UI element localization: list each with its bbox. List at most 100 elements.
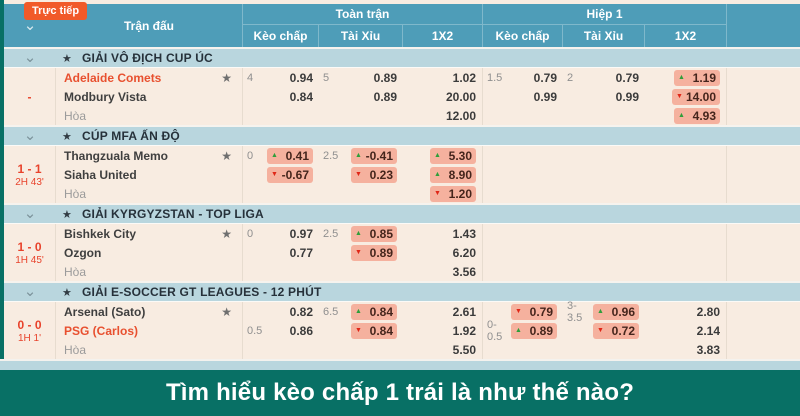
favorite-star-icon[interactable]: ★ bbox=[221, 304, 232, 319]
odds-cell[interactable]: 2.80 bbox=[645, 302, 727, 321]
odds-cell bbox=[511, 262, 563, 281]
odds-highlight: ▲ 4.93 bbox=[674, 107, 720, 124]
odds-cell[interactable]: ▲ 4.93 bbox=[645, 106, 727, 125]
league-row[interactable]: ⌄ ★ GIẢI KYRGYZSTAN - TOP LIGA bbox=[4, 203, 800, 224]
odds-cell[interactable]: 0.94 bbox=[289, 70, 313, 85]
odds-cell[interactable]: 0.89 bbox=[373, 89, 397, 104]
odds-highlight: ▼ 14.00 bbox=[672, 88, 720, 105]
odds-cell bbox=[511, 165, 563, 184]
odds-cell[interactable]: 20.00 bbox=[403, 87, 483, 106]
odds-cell[interactable]: 2.14 bbox=[645, 321, 727, 340]
odds-cell[interactable]: ▲ 1.19 bbox=[645, 68, 727, 87]
draw-row-label[interactable]: Hòa bbox=[56, 106, 243, 125]
odds-cell[interactable]: ▲ 0.96 bbox=[591, 302, 645, 321]
odds-value: 0.72 bbox=[611, 323, 635, 338]
odds-cell[interactable]: 0.82 bbox=[289, 304, 313, 319]
odds-cell[interactable]: 0.79 bbox=[615, 70, 639, 85]
odds-cell[interactable]: 1.02 bbox=[403, 68, 483, 87]
odds-cell[interactable]: 3.56 bbox=[403, 262, 483, 281]
team-name[interactable]: Siaha United bbox=[56, 165, 243, 184]
odds-cell[interactable]: 12.00 bbox=[403, 106, 483, 125]
odds-cell[interactable]: 0.99 bbox=[615, 89, 639, 104]
arrow-up-icon: ▲ bbox=[271, 152, 278, 159]
team-name[interactable]: Arsenal (Sato) ★ bbox=[56, 302, 243, 321]
odds-cell[interactable]: ▼ 0.72 bbox=[591, 321, 645, 340]
handicap-line-value: 0 bbox=[247, 149, 254, 162]
odds-cell[interactable]: ▲ 0.85 bbox=[341, 224, 403, 243]
match-block: 1 - 1 2H 43' Thangzuala Memo ★ 0 ▲ 0.41 2.5 ▲ -0.… bbox=[4, 146, 800, 203]
odds-cell bbox=[263, 184, 319, 203]
team-name[interactable]: Thangzuala Memo ★ bbox=[56, 146, 243, 165]
chevron-down-icon[interactable]: ⌄ bbox=[23, 127, 37, 144]
team-name[interactable]: PSG (Carlos) bbox=[56, 321, 243, 340]
odds-cell[interactable]: ▲ 8.90 bbox=[403, 165, 483, 184]
handicap-line-value: 2 bbox=[567, 71, 574, 84]
odds-cell[interactable]: 5.50 bbox=[403, 340, 483, 359]
favorite-star-icon[interactable]: ★ bbox=[221, 70, 232, 85]
odds-cell[interactable]: 1.92 bbox=[403, 321, 483, 340]
odds-cell bbox=[511, 184, 563, 203]
odds-cell bbox=[511, 146, 563, 165]
odds-cell[interactable]: 2.61 bbox=[403, 302, 483, 321]
odds-cell[interactable]: 0.79 bbox=[533, 70, 557, 85]
odds-cell[interactable]: ▼ 0.84 bbox=[341, 321, 403, 340]
draw-row-label[interactable]: Hòa bbox=[56, 340, 243, 359]
chevron-down-icon[interactable]: ⌄ bbox=[23, 49, 37, 66]
odds-cell[interactable]: ▼ 1.20 bbox=[403, 184, 483, 203]
promo-banner[interactable]: Tìm hiểu kèo chấp 1 trái là như thế nào? bbox=[0, 370, 800, 416]
league-row[interactable]: ⌄ ★ CÚP MFA ẤN ĐỘ bbox=[4, 125, 800, 146]
expand-all-toggle[interactable]: ⌄ bbox=[4, 4, 56, 47]
team-name-text: Arsenal (Sato) bbox=[64, 304, 146, 319]
odds-cell[interactable]: ▼ -0.67 bbox=[263, 165, 319, 184]
arrow-down-icon: ▼ bbox=[355, 249, 362, 256]
odds-highlight: ▼ 0.84 bbox=[351, 322, 397, 339]
team-name[interactable]: Modbury Vista bbox=[56, 87, 243, 106]
team-name[interactable]: Bishkek City ★ bbox=[56, 224, 243, 243]
favorite-star-icon[interactable]: ★ bbox=[221, 148, 232, 163]
team-name[interactable]: Adelaide Comets ★ bbox=[56, 68, 243, 87]
odds-value: 0.84 bbox=[369, 304, 393, 319]
odds-cell[interactable]: ▼ 0.79 bbox=[511, 302, 563, 321]
odds-cell[interactable]: ▲ 0.84 bbox=[341, 302, 403, 321]
odds-cell[interactable]: 0.97 bbox=[289, 226, 313, 241]
odds-cell[interactable]: 0.84 bbox=[289, 89, 313, 104]
team-name-text: Adelaide Comets bbox=[64, 70, 162, 85]
favorite-star-icon[interactable]: ★ bbox=[221, 226, 232, 241]
table-footer-strip bbox=[0, 361, 800, 370]
odds-cell[interactable]: 1.43 bbox=[403, 224, 483, 243]
odds-highlight: ▲ 0.89 bbox=[511, 322, 557, 339]
score-cell: 1 - 0 1H 45' bbox=[4, 224, 56, 281]
odds-cell[interactable]: 6.20 bbox=[403, 243, 483, 262]
odds-highlight: ▼ 0.79 bbox=[511, 303, 557, 320]
league-row[interactable]: ⌄ ★ GIẢI E-SOCCER GT LEAGUES - 12 PHÚT bbox=[4, 281, 800, 302]
arrow-up-icon: ▲ bbox=[355, 152, 362, 159]
odds-cell[interactable]: ▼ 14.00 bbox=[645, 87, 727, 106]
odds-cell[interactable]: ▲ 0.89 bbox=[511, 321, 563, 340]
chevron-down-icon[interactable]: ⌄ bbox=[23, 283, 37, 300]
league-row[interactable]: ⌄ ★ GIẢI VÔ ĐỊCH CUP ÚC bbox=[4, 47, 800, 68]
odds-cell[interactable]: 0.99 bbox=[533, 89, 557, 104]
chevron-down-icon: ⌄ bbox=[23, 16, 37, 34]
odds-cell bbox=[263, 262, 319, 281]
odds-cell[interactable]: 3.83 bbox=[645, 340, 727, 359]
odds-cell[interactable]: 0.77 bbox=[289, 245, 313, 260]
team-name[interactable]: Ozgon bbox=[56, 243, 243, 262]
odds-cell[interactable]: ▲ 0.41 bbox=[263, 146, 319, 165]
odds-cell[interactable]: ▼ 0.89 bbox=[341, 243, 403, 262]
odds-value: 1.20 bbox=[448, 186, 472, 201]
handicap-line-value: 0-0.5 bbox=[487, 318, 503, 343]
handicap-line-value: 6.5 bbox=[323, 305, 339, 318]
odds-value: -0.41 bbox=[365, 148, 393, 163]
odds-value: 0.89 bbox=[369, 245, 393, 260]
draw-row-label[interactable]: Hòa bbox=[56, 184, 243, 203]
odds-cell[interactable]: ▼ 0.23 bbox=[341, 165, 403, 184]
draw-row-label[interactable]: Hòa bbox=[56, 262, 243, 281]
column-header-ft-handicap: Kèo chấp bbox=[243, 25, 319, 47]
odds-value: 0.96 bbox=[611, 304, 635, 319]
odds-cell[interactable]: 0.86 bbox=[289, 323, 313, 338]
odds-cell[interactable]: 0.89 bbox=[373, 70, 397, 85]
live-tab[interactable]: Trực tiếp bbox=[24, 2, 88, 20]
odds-cell[interactable]: ▲ -0.41 bbox=[341, 146, 403, 165]
chevron-down-icon[interactable]: ⌄ bbox=[23, 205, 37, 222]
odds-cell[interactable]: ▲ 5.30 bbox=[403, 146, 483, 165]
